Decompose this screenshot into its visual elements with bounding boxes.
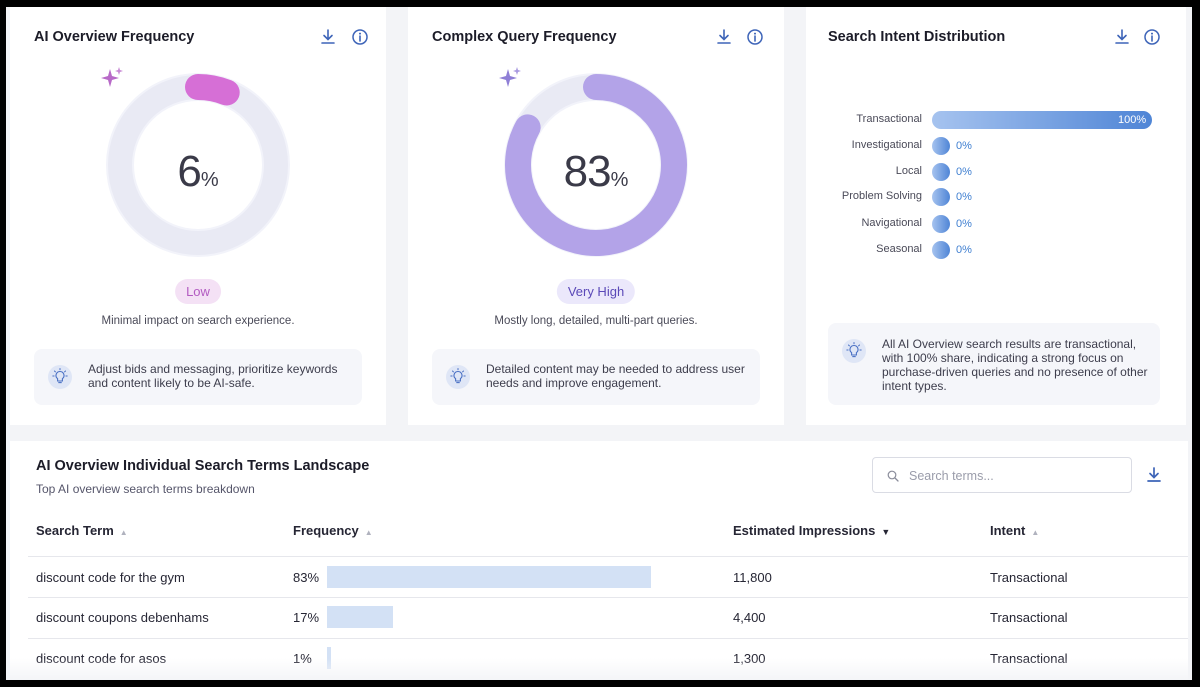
tip-box: Detailed content may be needed to addres… bbox=[432, 349, 760, 405]
ai-frequency-gauge: 6% bbox=[98, 65, 298, 265]
intent-bar bbox=[932, 163, 950, 181]
card-caption: Mostly long, detailed, multi-part querie… bbox=[494, 315, 698, 327]
intent-bar bbox=[932, 188, 950, 206]
search-terms-landscape-card: AI Overview Individual Search Terms Land… bbox=[10, 441, 1188, 680]
bottom-fade bbox=[10, 658, 1188, 680]
sparkle-icon bbox=[101, 67, 123, 87]
table-row[interactable]: discount coupons debenhams 17% 4,400 Tra… bbox=[10, 597, 1188, 637]
info-icon[interactable] bbox=[350, 27, 370, 47]
intent-row-problem-solving: Problem Solving 0% bbox=[806, 187, 1186, 207]
frequency-bar bbox=[327, 606, 394, 628]
tip-box: Adjust bids and messaging, prioritize ke… bbox=[34, 349, 362, 405]
intent-value: Transactional bbox=[990, 570, 1068, 585]
intent-row-transactional: Transactional 100% bbox=[806, 110, 1186, 130]
column-header-intent[interactable]: Intent ▲ bbox=[990, 523, 1040, 538]
column-header-search-term[interactable]: Search Term ▲ bbox=[36, 523, 128, 538]
level-badge: Low bbox=[175, 279, 221, 304]
divider bbox=[28, 597, 1188, 598]
intent-value: 0% bbox=[956, 191, 972, 203]
intent-value: 0% bbox=[956, 218, 972, 230]
card-title: Complex Query Frequency bbox=[432, 29, 617, 45]
info-icon[interactable] bbox=[745, 27, 765, 47]
info-icon[interactable] bbox=[1142, 27, 1162, 47]
intent-value: 0% bbox=[956, 244, 972, 256]
column-header-frequency[interactable]: Frequency ▲ bbox=[293, 523, 373, 538]
sort-up-icon: ▲ bbox=[364, 528, 373, 537]
search-icon bbox=[887, 470, 899, 482]
card-title: Search Intent Distribution bbox=[828, 29, 1006, 45]
search-terms-box[interactable] bbox=[872, 457, 1132, 493]
intent-value: 100% bbox=[1118, 114, 1147, 126]
intent-row-investigational: Investigational 0% bbox=[806, 136, 1186, 156]
download-icon[interactable] bbox=[318, 27, 338, 47]
tip-text: Adjust bids and messaging, prioritize ke… bbox=[88, 362, 338, 390]
intent-bar bbox=[932, 215, 950, 233]
intent-bar bbox=[932, 137, 950, 155]
section-subtitle: Top AI overview search terms breakdown bbox=[36, 482, 255, 496]
card-title: AI Overview Frequency bbox=[34, 29, 195, 45]
search-intent-distribution-card: Search Intent Distribution Transactional… bbox=[806, 7, 1186, 425]
intent-row-navigational: Navigational 0% bbox=[806, 214, 1186, 234]
sparkle-icon bbox=[499, 67, 521, 87]
impressions-value: 11,800 bbox=[733, 570, 772, 585]
frequency-value: 83% bbox=[293, 570, 320, 585]
divider bbox=[28, 556, 1188, 557]
search-term: discount code for the gym bbox=[36, 570, 185, 585]
gauge-value: 6% bbox=[177, 147, 219, 196]
complex-frequency-gauge: 83% bbox=[496, 65, 696, 265]
gauge-value: 83% bbox=[563, 147, 629, 196]
intent-row-seasonal: Seasonal 0% bbox=[806, 240, 1186, 260]
table-row[interactable]: discount code for the gym 83% 11,800 Tra… bbox=[10, 557, 1188, 597]
download-icon[interactable] bbox=[714, 27, 734, 47]
sort-up-icon: ▲ bbox=[1031, 528, 1040, 537]
lightbulb-icon bbox=[48, 365, 72, 389]
search-term: discount coupons debenhams bbox=[36, 610, 209, 625]
frequency-value: 17% bbox=[293, 610, 320, 625]
intent-value: 0% bbox=[956, 166, 972, 178]
tip-box: All AI Overview search results are trans… bbox=[828, 323, 1160, 405]
download-icon[interactable] bbox=[1144, 465, 1164, 485]
sort-down-icon: ▼ bbox=[881, 527, 891, 537]
frequency-bar bbox=[327, 566, 651, 588]
dashboard: AI Overview Frequency 6% bbox=[6, 7, 1192, 680]
intent-bar bbox=[932, 241, 950, 259]
gauge-arc bbox=[505, 74, 687, 256]
intent-bar bbox=[932, 111, 1152, 129]
lightbulb-icon bbox=[446, 365, 470, 389]
level-badge: Very High bbox=[556, 279, 636, 304]
section-title: AI Overview Individual Search Terms Land… bbox=[36, 458, 370, 474]
sort-up-icon: ▲ bbox=[119, 528, 128, 537]
impressions-value: 4,400 bbox=[733, 610, 766, 625]
intent-value: Transactional bbox=[990, 610, 1068, 625]
divider bbox=[28, 638, 1188, 639]
complex-query-frequency-card: Complex Query Frequency 83% bbox=[408, 7, 784, 425]
card-caption: Minimal impact on search experience. bbox=[101, 315, 295, 327]
ai-overview-frequency-card: AI Overview Frequency 6% bbox=[10, 7, 386, 425]
download-icon[interactable] bbox=[1112, 27, 1132, 47]
lightbulb-icon bbox=[842, 339, 866, 363]
intent-row-local: Local 0% bbox=[806, 162, 1186, 182]
gauge-arc bbox=[185, 74, 240, 106]
intent-value: 0% bbox=[956, 140, 972, 152]
tip-text: Detailed content may be needed to addres… bbox=[486, 362, 745, 390]
tip-text: All AI Overview search results are trans… bbox=[882, 337, 1148, 393]
search-input[interactable] bbox=[909, 466, 1119, 486]
column-header-estimated-impressions[interactable]: Estimated Impressions ▼ bbox=[733, 523, 891, 538]
